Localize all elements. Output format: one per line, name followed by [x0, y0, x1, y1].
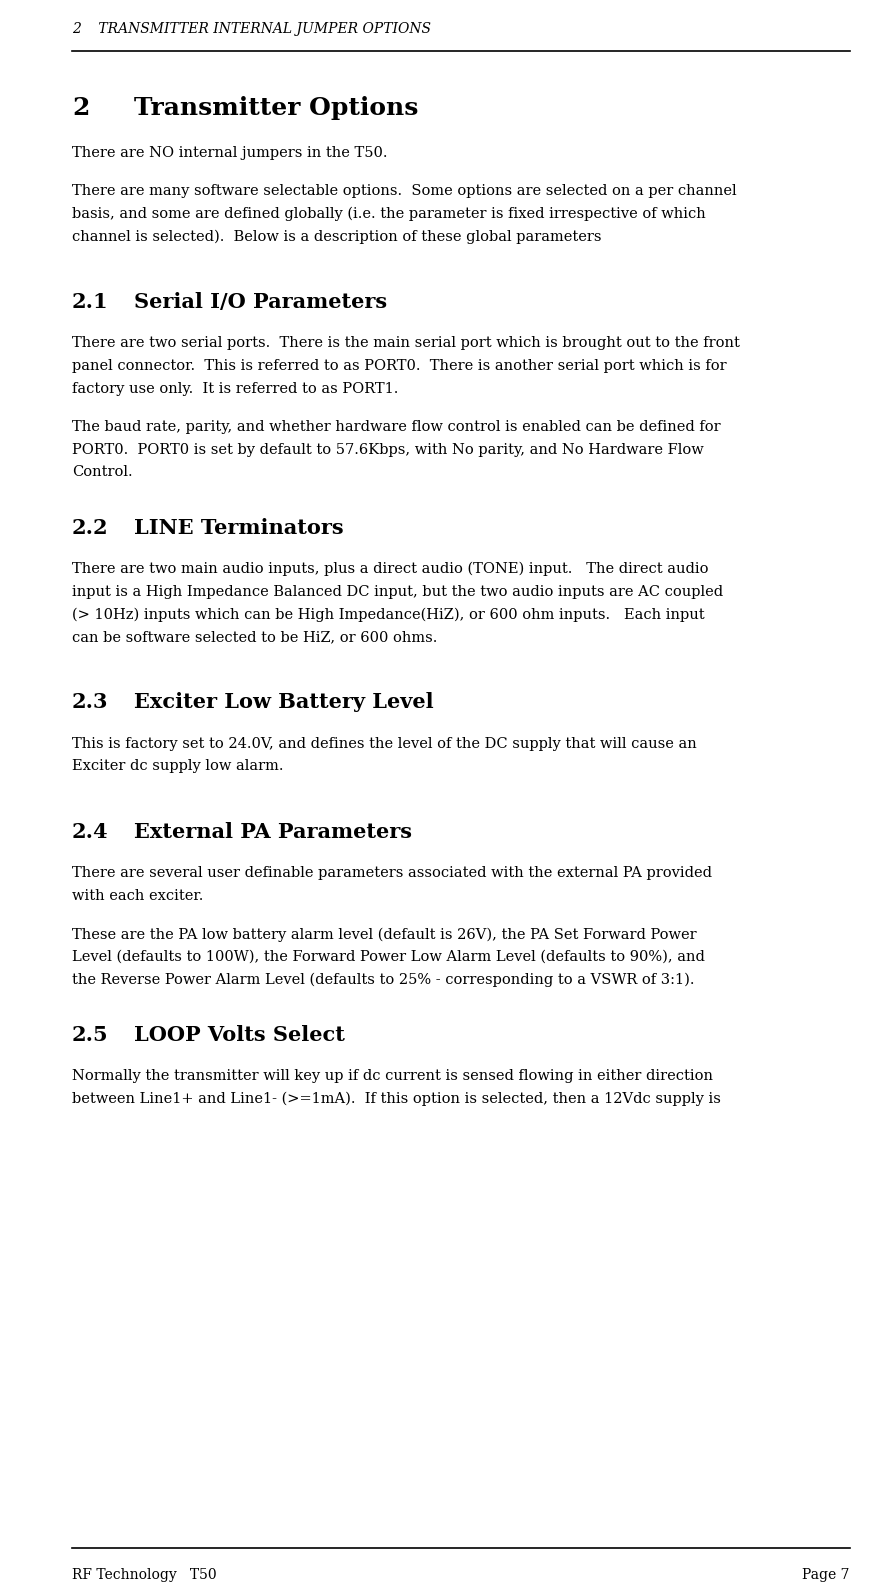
Text: RF Technology   T50: RF Technology T50	[72, 1567, 217, 1582]
Text: Control.: Control.	[72, 466, 133, 479]
Text: 2    TRANSMITTER INTERNAL JUMPER OPTIONS: 2 TRANSMITTER INTERNAL JUMPER OPTIONS	[72, 22, 431, 37]
Text: There are many software selectable options.  Some options are selected on a per : There are many software selectable optio…	[72, 185, 737, 198]
Text: This is factory set to 24.0V, and defines the level of the DC supply that will c: This is factory set to 24.0V, and define…	[72, 737, 697, 750]
Text: LINE Terminators: LINE Terminators	[134, 519, 343, 538]
Text: between Line1+ and Line1- (>=1mA).  If this option is selected, then a 12Vdc sup: between Line1+ and Line1- (>=1mA). If th…	[72, 1092, 721, 1106]
Text: Level (defaults to 100W), the Forward Power Low Alarm Level (defaults to 90%), a: Level (defaults to 100W), the Forward Po…	[72, 950, 705, 964]
Text: factory use only.  It is referred to as PORT1.: factory use only. It is referred to as P…	[72, 381, 399, 396]
Text: 2: 2	[72, 96, 89, 120]
Text: There are two serial ports.  There is the main serial port which is brought out : There are two serial ports. There is the…	[72, 337, 739, 350]
Text: with each exciter.: with each exciter.	[72, 889, 203, 902]
Text: There are several user definable parameters associated with the external PA prov: There are several user definable paramet…	[72, 867, 712, 879]
Text: 2.5: 2.5	[72, 1025, 109, 1045]
Text: basis, and some are defined globally (i.e. the parameter is fixed irrespective o: basis, and some are defined globally (i.…	[72, 207, 706, 222]
Text: can be software selected to be HiZ, or 600 ohms.: can be software selected to be HiZ, or 6…	[72, 630, 437, 643]
Text: channel is selected).  Below is a description of these global parameters: channel is selected). Below is a descrip…	[72, 230, 601, 244]
Text: (> 10Hz) inputs which can be High Impedance(HiZ), or 600 ohm inputs.   Each inpu: (> 10Hz) inputs which can be High Impeda…	[72, 606, 705, 621]
Text: 2.1: 2.1	[72, 292, 109, 313]
Text: the Reverse Power Alarm Level (defaults to 25% - corresponding to a VSWR of 3:1): the Reverse Power Alarm Level (defaults …	[72, 972, 695, 986]
Text: LOOP Volts Select: LOOP Volts Select	[134, 1025, 345, 1045]
Text: The baud rate, parity, and whether hardware flow control is enabled can be defin: The baud rate, parity, and whether hardw…	[72, 420, 721, 434]
Text: Normally the transmitter will key up if dc current is sensed flowing in either d: Normally the transmitter will key up if …	[72, 1069, 713, 1084]
Text: Transmitter Options: Transmitter Options	[134, 96, 418, 120]
Text: These are the PA low battery alarm level (default is 26V), the PA Set Forward Po: These are the PA low battery alarm level…	[72, 927, 697, 942]
Text: panel connector.  This is referred to as PORT0.  There is another serial port wh: panel connector. This is referred to as …	[72, 359, 727, 373]
Text: PORT0.  PORT0 is set by default to 57.6Kbps, with No parity, and No Hardware Flo: PORT0. PORT0 is set by default to 57.6Kb…	[72, 442, 704, 456]
Text: Page 7: Page 7	[803, 1567, 850, 1582]
Text: 2.4: 2.4	[72, 822, 109, 841]
Text: 2.3: 2.3	[72, 693, 109, 712]
Text: External PA Parameters: External PA Parameters	[134, 822, 412, 841]
Text: Serial I/O Parameters: Serial I/O Parameters	[134, 292, 387, 313]
Text: 2.2: 2.2	[72, 519, 109, 538]
Text: Exciter Low Battery Level: Exciter Low Battery Level	[134, 693, 434, 712]
Text: input is a High Impedance Balanced DC input, but the two audio inputs are AC cou: input is a High Impedance Balanced DC in…	[72, 584, 723, 598]
Text: Exciter dc supply low alarm.: Exciter dc supply low alarm.	[72, 760, 284, 772]
Text: There are NO internal jumpers in the T50.: There are NO internal jumpers in the T50…	[72, 145, 387, 160]
Text: There are two main audio inputs, plus a direct audio (TONE) input.   The direct : There are two main audio inputs, plus a …	[72, 562, 708, 576]
